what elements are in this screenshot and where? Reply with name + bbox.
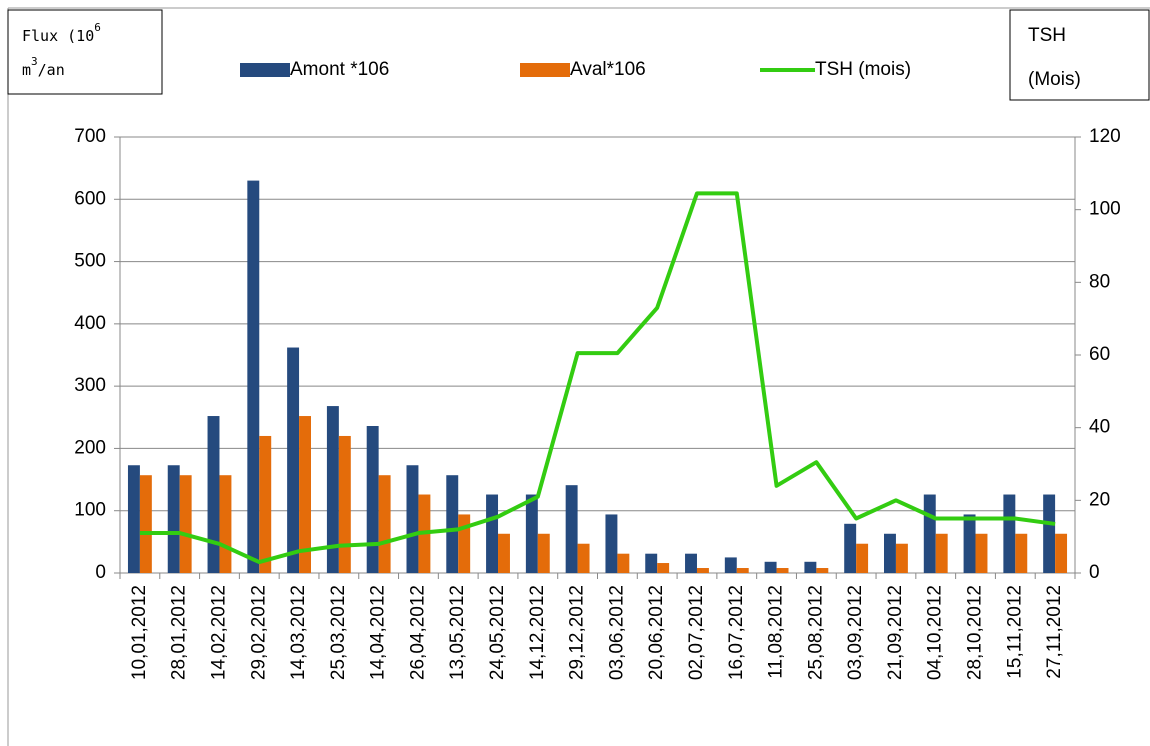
legend-label: Amont *106 [290, 59, 389, 80]
bar [458, 514, 471, 573]
x-tick-label: 14,03,2012 [288, 585, 309, 680]
bar [1055, 533, 1068, 573]
x-tick-label: 21,09,2012 [885, 585, 906, 680]
bar [167, 465, 180, 573]
y-tick-label: 100 [74, 500, 106, 521]
x-tick-label: 25,08,2012 [805, 585, 826, 680]
x-tick-label: 25,03,2012 [328, 585, 349, 680]
bar [657, 563, 670, 573]
y-tick-label: 400 [74, 313, 106, 334]
x-tick-label: 14,04,2012 [368, 585, 389, 680]
bar [378, 475, 391, 573]
bar [127, 465, 140, 573]
bar [259, 435, 272, 573]
x-tick-label: 29,02,2012 [248, 585, 269, 680]
x-tick-label: 10,01,2012 [129, 585, 150, 680]
y-tick-label: 700 [74, 126, 106, 147]
x-tick-label: 28,01,2012 [169, 585, 190, 680]
bar [645, 553, 658, 573]
y2-tick-label: 0 [1089, 562, 1100, 583]
bar [247, 180, 260, 573]
bar [537, 533, 550, 573]
x-tick-label: 04,10,2012 [925, 585, 946, 680]
bar [895, 543, 908, 573]
legend-swatch [520, 63, 570, 77]
bar [696, 568, 709, 573]
y2-label-box [1009, 9, 1150, 101]
y-label-line1: Flux (106 [22, 21, 101, 45]
y2-tick-label: 20 [1089, 489, 1110, 510]
bar [486, 494, 499, 573]
x-tick-label: 03,09,2012 [845, 585, 866, 680]
y2-tick-label: 40 [1089, 417, 1110, 438]
bar [776, 568, 789, 573]
bar [287, 347, 300, 573]
bar [406, 465, 419, 573]
x-tick-label: 20,06,2012 [646, 585, 667, 680]
bar [685, 553, 697, 573]
line [139, 191, 1056, 565]
x-tick-label: 14,12,2012 [527, 585, 548, 680]
legend-swatch [240, 63, 290, 77]
bar [565, 485, 578, 573]
bar [975, 533, 988, 573]
y-tick-label: 500 [74, 251, 106, 272]
bar [617, 553, 630, 573]
bar [326, 406, 339, 573]
y-tick-label: 200 [74, 437, 106, 458]
bar [299, 416, 311, 573]
bar [736, 568, 749, 573]
y2-label-line2: (Mois) [1028, 69, 1081, 90]
bar [884, 533, 896, 573]
x-tick-label: 28,10,2012 [965, 585, 986, 680]
bar [816, 568, 829, 573]
bar [179, 475, 192, 573]
bar [1003, 494, 1016, 573]
x-tick-label: 15,11,2012 [1004, 585, 1025, 679]
bar [498, 533, 510, 573]
y2-tick-label: 80 [1089, 271, 1110, 292]
bar [207, 416, 220, 573]
y-label-box [7, 9, 163, 95]
bar [856, 543, 869, 573]
bar [605, 514, 618, 573]
y2-label-line1: TSH [1028, 25, 1066, 46]
x-tick-label: 03,06,2012 [606, 585, 627, 680]
bar [764, 561, 777, 573]
y2-tick-label: 120 [1089, 126, 1121, 147]
x-tick-label: 26,04,2012 [407, 585, 428, 680]
bar [963, 514, 976, 573]
bar [446, 475, 459, 573]
bar [139, 475, 152, 573]
bar [935, 533, 948, 573]
x-tick-label: 16,07,2012 [726, 585, 747, 680]
bar [525, 494, 538, 573]
bar [844, 523, 857, 573]
bar [1043, 494, 1056, 573]
x-tick-label: 13,05,2012 [447, 585, 468, 680]
y-tick-label: 0 [95, 562, 106, 583]
x-tick-label: 29,12,2012 [567, 585, 588, 680]
x-tick-label: 27,11,2012 [1044, 585, 1065, 679]
bar [338, 435, 351, 573]
y2-tick-label: 60 [1089, 344, 1110, 365]
x-tick-label: 11,08,2012 [766, 585, 787, 679]
x-tick-label: 02,07,2012 [686, 585, 707, 680]
bar [923, 494, 936, 573]
y-label-line2: m3/an [22, 55, 65, 79]
y-tick-label: 600 [74, 188, 106, 209]
legend-label: Aval*106 [570, 59, 646, 80]
legend-label: TSH (mois) [815, 59, 911, 80]
x-tick-label: 14,02,2012 [208, 585, 229, 680]
y-tick-label: 300 [74, 375, 106, 396]
bar [577, 543, 590, 573]
y2-tick-label: 100 [1089, 199, 1121, 220]
bar [724, 557, 737, 573]
bar [366, 426, 379, 573]
bar [804, 561, 817, 573]
bar [219, 475, 232, 573]
x-tick-label: 24,05,2012 [487, 585, 508, 680]
bar [1015, 533, 1028, 573]
